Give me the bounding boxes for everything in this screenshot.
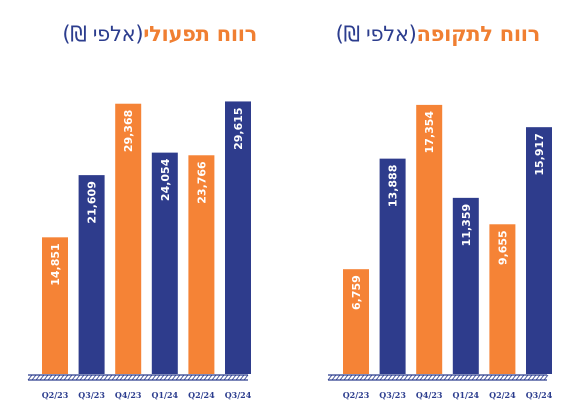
x-tick-label: Q3/24 (225, 390, 252, 400)
chart-title: רווח לתקופה(אלפי ₪) (335, 22, 541, 46)
chart-title-main: רווח לתקופה (416, 22, 541, 46)
bar-chart-svg: 6,759 Q2/23 13,888 Q3/23 17,354 Q4/23 11,359 Q1… (327, 104, 553, 400)
x-tick-label: Q2/23 (42, 390, 69, 400)
bar-value-label: 9,655 (496, 230, 509, 265)
bar-value-label: 29,368 (122, 110, 135, 152)
x-tick-label: Q1/24 (152, 390, 179, 400)
bar (489, 224, 516, 374)
bar-value-label: 29,615 (232, 107, 245, 149)
x-tick-label: Q4/23 (115, 390, 142, 400)
chart-title-unit: (אלפי ₪) (62, 22, 144, 46)
x-axis-line (327, 374, 549, 381)
x-tick-label: Q4/23 (416, 390, 443, 400)
bar (188, 155, 215, 374)
chart-title-unit: (אלפי ₪) (335, 22, 417, 46)
chart-title-main: רווח תפעולי (143, 22, 257, 46)
bar-value-label: 14,851 (49, 243, 62, 285)
bar-value-label: 15,917 (533, 133, 546, 175)
bar (526, 127, 552, 374)
x-tick-label: Q2/24 (188, 390, 215, 400)
x-axis-line (27, 374, 249, 381)
bar-value-label: 21,609 (86, 181, 99, 223)
bar (343, 269, 369, 374)
x-tick-label: Q3/23 (78, 390, 105, 400)
bar-value-label: 17,354 (423, 111, 436, 154)
bar (452, 197, 479, 374)
bar-value-label: 23,766 (195, 161, 208, 204)
chart-operating-profit: רווח תפעולי(אלפי ₪) 14,851 Q2/23 21,609 Q3/… (27, 22, 257, 400)
bar (42, 237, 68, 374)
chart-period-profit: רווח לתקופה(אלפי ₪) 6,759 Q2/23 13,888 Q3/2… (283, 0, 566, 412)
bar-value-label: 11,359 (460, 204, 473, 246)
x-tick-label: Q3/23 (379, 390, 406, 400)
bar (115, 103, 142, 374)
bar-chart-svg: 14,851 Q2/23 21,609 Q3/23 29,368 Q4/23 24,054 Q… (27, 101, 252, 400)
bar (151, 152, 178, 374)
bar (416, 104, 443, 374)
x-tick-label: Q1/24 (453, 390, 480, 400)
bar-value-label: 24,054 (159, 158, 172, 201)
bar-value-label: 13,888 (387, 165, 400, 207)
chart-title: רווח תפעולי(אלפי ₪) (62, 22, 257, 46)
x-tick-label: Q2/24 (489, 390, 516, 400)
bar-value-label: 6,759 (350, 275, 363, 310)
x-tick-label: Q3/24 (526, 390, 553, 400)
bar (225, 101, 251, 375)
x-tick-label: Q2/23 (343, 390, 370, 400)
bar (78, 175, 105, 374)
bar (379, 158, 406, 374)
